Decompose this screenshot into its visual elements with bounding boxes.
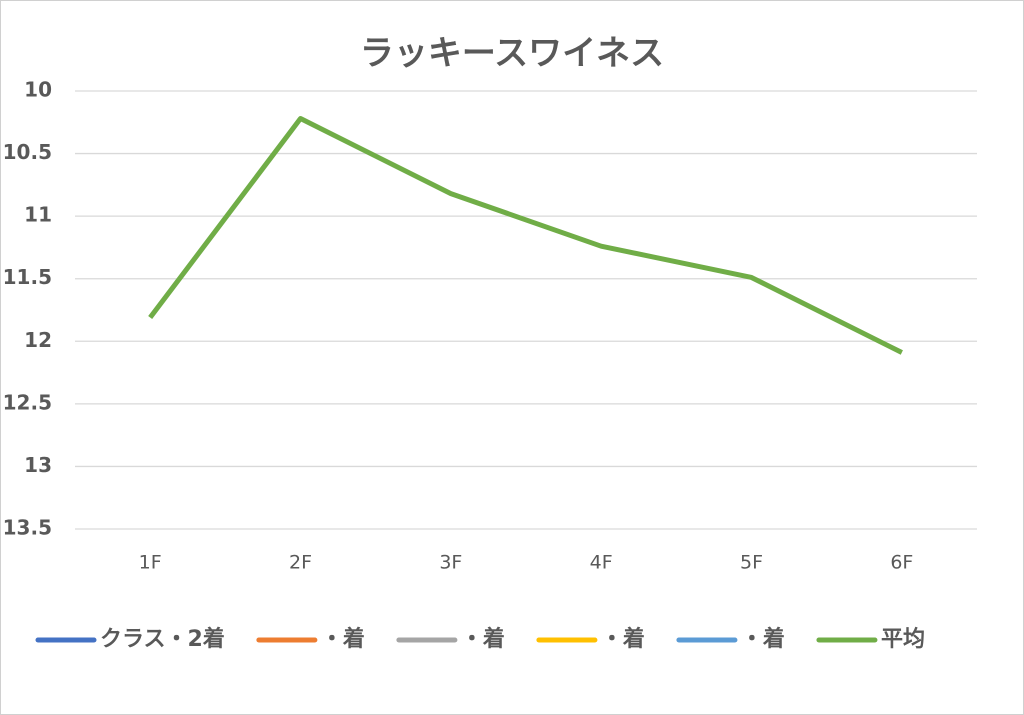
legend-label: ・着 xyxy=(601,626,645,652)
series-line xyxy=(148,116,903,355)
x-tick-label: 4F xyxy=(590,552,613,574)
y-tick-label: 10 xyxy=(24,78,52,102)
x-tick-label: 5F xyxy=(740,552,763,574)
y-tick-label: 12 xyxy=(24,328,52,352)
chart-title: ラッキースワイネス xyxy=(360,34,664,74)
x-tick-label: 6F xyxy=(890,552,913,574)
y-tick-label: 11.5 xyxy=(3,265,52,289)
legend-label: ・着 xyxy=(461,626,505,652)
y-tick-label: 12.5 xyxy=(3,390,52,414)
legend-label: クラス・2着 xyxy=(100,626,225,652)
x-tick-label: 1F xyxy=(139,552,162,574)
legend-label: ・着 xyxy=(741,626,785,652)
y-tick-label: 10.5 xyxy=(3,140,52,164)
y-tick-label: 11 xyxy=(24,203,52,227)
legend-label: 平均 xyxy=(881,626,925,652)
x-tick-label: 3F xyxy=(439,552,462,574)
x-tick-label: 2F xyxy=(289,552,312,574)
y-tick-label: 13 xyxy=(24,453,52,477)
y-tick-label: 13.5 xyxy=(3,516,52,540)
legend-label: ・着 xyxy=(321,626,365,652)
